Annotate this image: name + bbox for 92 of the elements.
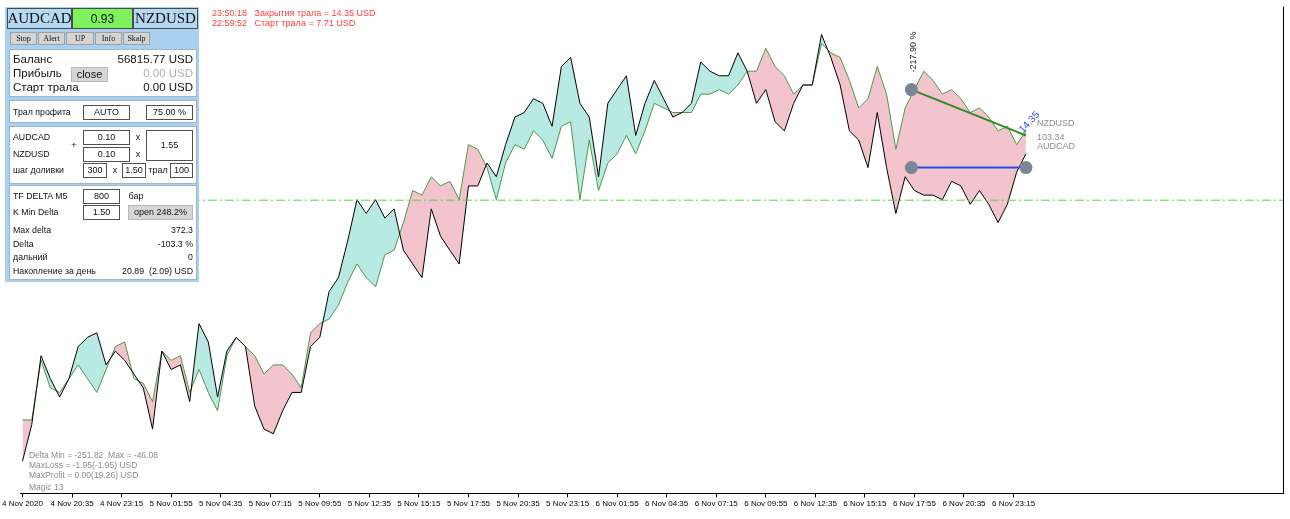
button: Alert bbox=[38, 32, 65, 45]
x-tick-label: 5 Nov 09:55 bbox=[298, 499, 342, 509]
annotation: Трал профита bbox=[13, 106, 71, 117]
annotation: 1.50 bbox=[92, 207, 111, 217]
text-field: 100 bbox=[170, 163, 193, 178]
text-field: 1.55 bbox=[146, 130, 193, 161]
x-tick-label: 6 Nov 04:35 bbox=[645, 499, 689, 509]
x-tick-label: 4 Nov 20:35 bbox=[50, 499, 95, 509]
annotation: Delta Min = -251.82 Max = -46.08 bbox=[28, 450, 159, 461]
annotation: MaxProfit = 0.00(19.26) USD bbox=[28, 470, 139, 481]
annotation: Alert bbox=[43, 33, 60, 43]
annotation: 1.55 bbox=[160, 140, 179, 150]
x-tick-label: 6 Nov 01:55 bbox=[595, 499, 640, 509]
button: Stop bbox=[10, 32, 37, 45]
annotation: TF DELTA M5 bbox=[13, 190, 68, 201]
annotation: бар bbox=[128, 190, 144, 201]
x-tick-label: 6 Nov 17:55 bbox=[892, 499, 937, 509]
annotation: + bbox=[71, 139, 77, 150]
text: 22:59:52 Старт трала = 7.71 USD bbox=[212, 18, 356, 29]
annotation: трал bbox=[148, 164, 168, 175]
annotation: Info bbox=[101, 33, 116, 43]
button: UP bbox=[66, 32, 94, 45]
annotation: 103.34 bbox=[1036, 131, 1065, 142]
x-tick-label: 6 Nov 07:15 bbox=[694, 499, 739, 509]
x-tick-label: 6 Nov 09:55 bbox=[744, 499, 788, 509]
annotation: 75.00 % bbox=[152, 107, 187, 117]
annotation: x bbox=[112, 164, 118, 175]
annotation: -217.90 % bbox=[907, 31, 918, 73]
annotation: x bbox=[135, 131, 141, 142]
annotation: 800 bbox=[93, 191, 110, 201]
text-field: 800 bbox=[83, 189, 120, 204]
annotation: UP bbox=[74, 33, 86, 43]
header-cell: AUDCAD bbox=[7, 8, 72, 29]
annotation: Delta bbox=[13, 238, 34, 249]
x-tick-label: 5 Nov 12:35 bbox=[347, 499, 392, 509]
annotation: Прибыль bbox=[13, 67, 62, 80]
series-label: AUDCAD bbox=[1036, 141, 1076, 152]
x-tick-label: 5 Nov 04:35 bbox=[199, 499, 243, 509]
text: 23:50:18 Закрытия трала = 14.35 USD bbox=[212, 8, 377, 19]
x-tick-label: 6 Nov 20:35 bbox=[942, 499, 987, 509]
annotation: 0.10 bbox=[97, 149, 116, 159]
text-field: 75.00 % bbox=[146, 105, 193, 120]
header-cell: NZDUSD bbox=[133, 8, 198, 29]
x-tick-label: 5 Nov 15:15 bbox=[397, 499, 442, 509]
annotation: шаг доливки bbox=[13, 164, 64, 175]
x-tick-label: 4 Nov 2020 bbox=[2, 499, 44, 509]
annotation: 0.00 USD bbox=[143, 67, 193, 80]
button: close bbox=[71, 67, 108, 82]
annotation: 0.00 USD bbox=[143, 81, 193, 94]
text-field: 1.50 bbox=[83, 205, 120, 220]
x-tick-label: 5 Nov 01:55 bbox=[149, 499, 194, 509]
annotation: Накопление за день bbox=[13, 265, 96, 276]
text-field: 300 bbox=[83, 163, 107, 178]
annotation: 56815.77 USD bbox=[117, 53, 193, 66]
annotation: MaxLoss = -1.95(-1.95) USD bbox=[28, 460, 138, 471]
x-tick-label: 4 Nov 23:15 bbox=[100, 499, 144, 509]
x-tick-label: 5 Nov 23:15 bbox=[545, 499, 590, 509]
x-tick-label: 6 Nov 12:35 bbox=[793, 499, 838, 509]
text-field: 0.10 bbox=[83, 147, 130, 162]
annotation: AUDCAD bbox=[13, 131, 51, 142]
x-tick-label: 5 Nov 17:55 bbox=[446, 499, 491, 509]
annotation: 0 bbox=[188, 251, 193, 262]
button: Skalp bbox=[123, 32, 150, 45]
annotation: дальний bbox=[13, 251, 48, 262]
annotation: 20.89 (2.09) USD bbox=[122, 265, 193, 276]
annotation: 300 bbox=[87, 165, 103, 175]
annotation: Старт трала bbox=[13, 81, 79, 94]
annotation: Баланс bbox=[13, 53, 53, 66]
x-tick-label: 5 Nov 07:15 bbox=[248, 499, 293, 509]
annotation: Max delta bbox=[13, 224, 52, 235]
annotation: 372.3 bbox=[170, 224, 193, 235]
button: open 248.2% bbox=[128, 205, 193, 220]
annotation: Magic 13 bbox=[28, 482, 64, 493]
series-label: NZDUSD bbox=[1036, 118, 1075, 129]
annotation: Stop bbox=[16, 33, 31, 43]
x-tick-label: 6 Nov 23:15 bbox=[991, 499, 1036, 509]
text-field: 1.50 bbox=[122, 163, 146, 178]
annotation: AUTO bbox=[94, 107, 119, 117]
annotation: x bbox=[135, 148, 141, 159]
text-field: 0.10 bbox=[83, 130, 130, 145]
header-cell: 0.93 bbox=[72, 8, 133, 29]
annotation: -103.3 % bbox=[157, 238, 193, 249]
x-tick-label: 6 Nov 15:15 bbox=[843, 499, 888, 509]
x-tick-label: 5 Nov 20:35 bbox=[496, 499, 541, 509]
annotation: close bbox=[76, 68, 103, 80]
annotation: open 248.2% bbox=[133, 207, 188, 217]
annotation: NZDUSD bbox=[13, 148, 50, 159]
text-field: AUTO bbox=[83, 105, 130, 120]
annotation: 0.10 bbox=[97, 132, 116, 142]
annotation: Skalp bbox=[127, 33, 146, 43]
annotation: K Min Delta bbox=[13, 206, 59, 217]
button: Info bbox=[95, 32, 122, 45]
